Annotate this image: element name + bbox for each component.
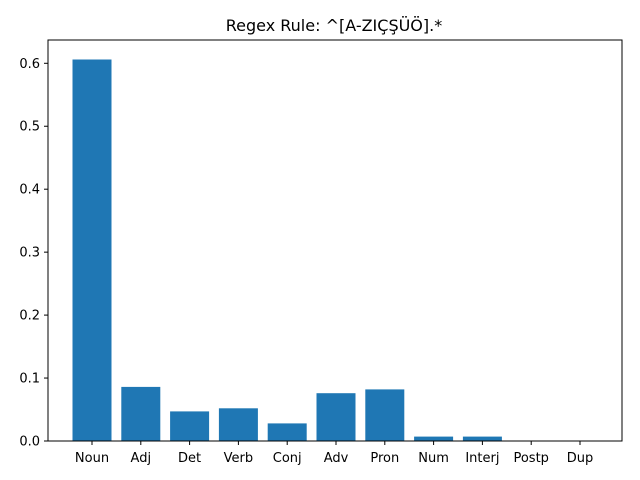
chart-title: Regex Rule: ^[A-ZIÇŞÜÖ].* bbox=[226, 16, 442, 35]
x-tick-label: Adv bbox=[324, 451, 349, 466]
y-tick-label: 0.0 bbox=[19, 435, 40, 450]
y-axis: 0.0 0.1 0.2 0.3 0.4 0.5 0.6 bbox=[19, 57, 48, 450]
bar-adv bbox=[316, 393, 356, 441]
y-tick-label: 0.3 bbox=[19, 246, 40, 261]
y-tick-label: 0.1 bbox=[19, 372, 40, 387]
x-tick-label: Noun bbox=[75, 451, 109, 466]
y-tick-label: 0.2 bbox=[19, 309, 40, 324]
x-tick-label: Det bbox=[178, 451, 201, 466]
bar-verb bbox=[218, 408, 258, 441]
x-tick-label: Conj bbox=[273, 451, 302, 466]
x-tick-label: Pron bbox=[370, 451, 399, 466]
bars-group bbox=[72, 59, 502, 441]
x-tick-label: Dup bbox=[567, 451, 594, 466]
x-tick-label: Interj bbox=[465, 451, 499, 466]
y-tick-label: 0.5 bbox=[19, 120, 40, 135]
x-tick-label: Verb bbox=[224, 451, 253, 466]
x-tick-label: Num bbox=[418, 451, 449, 466]
bar-noun bbox=[72, 59, 112, 441]
y-tick-label: 0.6 bbox=[19, 57, 40, 72]
bar-interj bbox=[462, 436, 502, 441]
bar-det bbox=[170, 411, 210, 441]
bar-conj bbox=[267, 423, 307, 441]
bar-adj bbox=[121, 386, 161, 441]
x-axis: Noun Adj Det Verb Conj Adv Pron Num Interj Postp D… bbox=[75, 441, 593, 466]
plot-frame bbox=[47, 39, 623, 442]
bar-pron bbox=[365, 389, 405, 441]
x-tick-label: Adj bbox=[131, 451, 152, 466]
x-tick-label: Postp bbox=[513, 451, 548, 466]
y-tick-label: 0.4 bbox=[19, 183, 40, 198]
bar-num bbox=[414, 436, 454, 441]
